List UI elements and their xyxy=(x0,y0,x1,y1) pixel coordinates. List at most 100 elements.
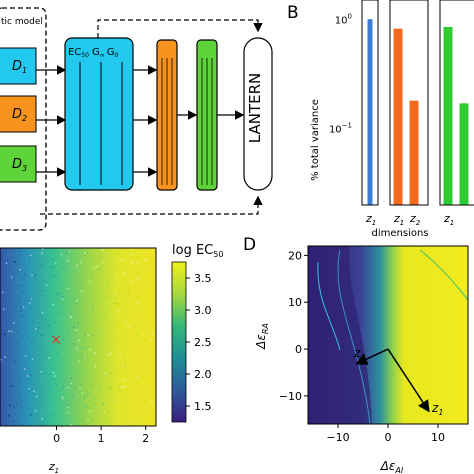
scatter-point xyxy=(14,261,16,263)
scatter-point xyxy=(35,279,38,281)
scatter-point xyxy=(45,373,47,375)
scatter-point xyxy=(67,259,69,262)
scatter-point xyxy=(87,393,89,395)
scatter-point xyxy=(118,285,121,287)
scatter-point xyxy=(137,262,139,265)
scatter-point xyxy=(70,424,72,426)
scatter-point xyxy=(79,387,81,390)
scatter-point xyxy=(7,415,10,417)
scatter-point xyxy=(119,353,122,356)
scatter-point xyxy=(42,384,44,386)
scatter-point xyxy=(77,289,80,292)
scatter-point xyxy=(151,333,154,335)
scatter-point xyxy=(9,405,11,407)
scatter-point xyxy=(30,414,33,416)
scatter-point xyxy=(68,340,71,343)
input-label-d1: D1 xyxy=(12,59,27,75)
scatter-point xyxy=(144,259,146,261)
scatter-point xyxy=(19,250,21,253)
scatter-point xyxy=(151,346,154,349)
scatter-point xyxy=(137,302,139,305)
scatter-point xyxy=(55,262,57,264)
scatter-point xyxy=(90,274,93,276)
scatter-point xyxy=(120,386,123,388)
scatter-point xyxy=(38,322,40,324)
scatter-point xyxy=(30,307,32,309)
scatter-point xyxy=(4,333,6,336)
panel-d-ytick-label: 20 xyxy=(288,249,302,262)
scatter-point xyxy=(46,354,49,356)
scatter-point xyxy=(149,339,152,341)
scatter-point xyxy=(140,365,142,368)
scatter-point xyxy=(91,306,94,308)
scatter-cloud xyxy=(0,247,157,428)
scatter-point xyxy=(10,330,13,333)
scatter-point xyxy=(83,356,86,359)
scatter-point xyxy=(28,388,31,390)
scatter-point xyxy=(33,318,35,320)
scatter-point xyxy=(77,322,79,325)
scatter-point xyxy=(144,316,147,318)
scatter-point xyxy=(48,332,50,334)
scatter-point xyxy=(99,297,101,299)
scatter-point xyxy=(3,288,6,290)
panel-a-diagram: tic model D1 D2 D3 EC50 G∞ G0 xyxy=(0,7,273,231)
scatter-point xyxy=(67,388,69,390)
scatter-point xyxy=(104,374,106,377)
scatter-point xyxy=(76,300,78,302)
scatter-point xyxy=(119,373,121,375)
panel-b-group-3: z1 xyxy=(439,0,474,227)
scatter-point xyxy=(31,341,33,344)
scatter-point xyxy=(77,367,79,370)
scatter-point xyxy=(29,297,32,299)
scatter-point xyxy=(117,309,119,312)
scatter-point xyxy=(70,377,72,379)
scatter-point xyxy=(113,293,116,295)
panel-d-ytick-label: 0 xyxy=(295,343,302,356)
scatter-point xyxy=(96,333,98,335)
scatter-point xyxy=(3,400,5,402)
scatter-point xyxy=(80,281,83,283)
scatter-point xyxy=(62,383,65,385)
scatter-point xyxy=(62,298,64,300)
scatter-point xyxy=(101,341,104,344)
scatter-point xyxy=(13,406,15,408)
scatter-point xyxy=(41,258,43,260)
scatter-point xyxy=(142,310,145,312)
scatter-point xyxy=(38,326,40,329)
scatter-point xyxy=(116,364,119,366)
scatter-point xyxy=(125,321,127,323)
scatter-point xyxy=(85,263,87,266)
scatter-point xyxy=(114,335,117,337)
scatter-point xyxy=(144,328,146,330)
scatter-point xyxy=(0,359,2,361)
scatter-point xyxy=(34,328,37,330)
scatter-point xyxy=(68,397,70,399)
colorbar-tick-label: 3.5 xyxy=(194,272,212,285)
scatter-point xyxy=(23,277,25,280)
scatter-point xyxy=(77,326,79,329)
scatter-point xyxy=(9,386,11,388)
scatter-point xyxy=(154,329,156,331)
scatter-point xyxy=(113,373,115,376)
scatter-point xyxy=(93,266,95,269)
scatter-point xyxy=(34,410,37,412)
scatter-point xyxy=(105,311,107,314)
scatter-point xyxy=(41,418,44,420)
scatter-point xyxy=(70,316,72,319)
scatter-point xyxy=(34,275,37,277)
scatter-point xyxy=(54,375,56,377)
scatter-point xyxy=(3,308,5,310)
scatter-point xyxy=(67,287,70,290)
scatter-point xyxy=(48,412,51,414)
scatter-point xyxy=(93,326,96,328)
scatter-point xyxy=(57,331,59,333)
scatter-point xyxy=(41,252,43,254)
scatter-point xyxy=(114,297,116,299)
scatter-point xyxy=(69,315,72,318)
scatter-point xyxy=(125,310,127,313)
scatter-point xyxy=(137,376,140,378)
scatter-point xyxy=(129,321,131,323)
model-box-label: tic model xyxy=(1,17,43,27)
scatter-point xyxy=(151,400,153,402)
